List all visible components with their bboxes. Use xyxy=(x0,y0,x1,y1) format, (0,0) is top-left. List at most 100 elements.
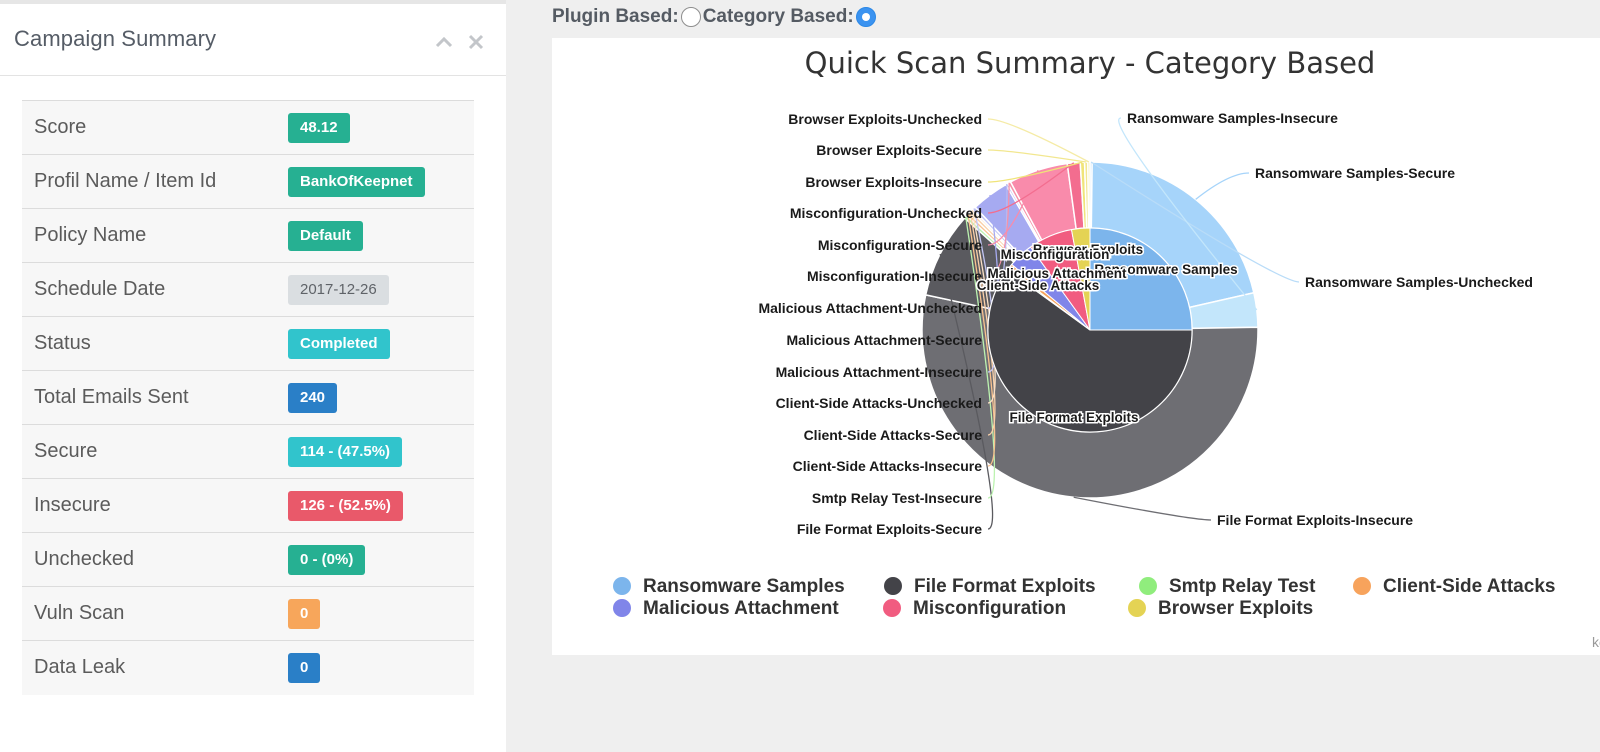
chart-title: Quick Scan Summary - Category Based xyxy=(805,46,1376,80)
outer-slice-label: Malicious Attachment-Secure xyxy=(786,332,982,348)
panel-header: Campaign Summary xyxy=(0,4,506,76)
summary-row: Profil Name / Item Id BankOfKeepnet xyxy=(22,154,474,209)
summary-value-badge: 0 - (0%) xyxy=(288,544,366,575)
inner-slice-label: File Format Exploits xyxy=(1009,410,1138,425)
outer-slice-label: Malicious Attachment-Insecure xyxy=(776,364,983,380)
summary-value-badge: Default xyxy=(288,220,363,251)
summary-row: Schedule Date 2017-12-26 xyxy=(22,262,474,317)
panel-title: Campaign Summary xyxy=(14,26,217,51)
summary-row-label: Total Emails Sent xyxy=(34,386,189,408)
outer-slice-label: Client-Side Attacks-Secure xyxy=(804,427,983,443)
label-connector xyxy=(987,182,1010,277)
inner-slice-label: Ransomware Samples xyxy=(1094,262,1237,277)
summary-value-badge: 0 xyxy=(288,598,321,629)
legend-dot xyxy=(883,599,901,617)
outer-slice-label: Browser Exploits-Insecure xyxy=(805,174,982,190)
summary-row-label: Schedule Date xyxy=(34,278,166,300)
label-connector xyxy=(987,162,1075,214)
outer-slice-browser-exploits-unchecked[interactable] xyxy=(1087,161,1091,229)
legend-label: Ransomware Samples xyxy=(643,576,845,597)
summary-row: Total Emails Sent 240 xyxy=(22,370,474,425)
summary-row: Status Completed xyxy=(22,316,474,371)
outer-slice-label: Ransomware Samples-Unchecked xyxy=(1305,274,1533,290)
label-connector xyxy=(1073,496,1212,521)
inner-slice-ransomware-samples[interactable] xyxy=(1089,227,1193,331)
summary-table: Score 48.12 Profil Name / Item Id BankOfKee… xyxy=(22,100,474,695)
campaign-summary-panel: Campaign Summary Score 48.12 Profil Name /… xyxy=(0,0,506,752)
outer-slice-label: Browser Exploits-Secure xyxy=(816,142,982,158)
summary-row: Data Leak 0 xyxy=(22,640,474,695)
legend-label: Malicious Attachment xyxy=(643,598,839,619)
inner-slice-label: Client-Side Attacks xyxy=(977,278,1100,293)
summary-row: Vuln Scan 0 xyxy=(22,586,474,641)
summary-value-badge: 114 - (47.5%) xyxy=(288,436,403,467)
legend-item-client-side-attacks[interactable]: Client-Side Attacks xyxy=(1353,576,1555,597)
legend-item-ransomware-samples[interactable]: Ransomware Samples xyxy=(613,576,845,597)
summary-row: Secure 114 - (47.5%) xyxy=(22,424,474,479)
legend-label: Misconfiguration xyxy=(913,598,1066,619)
category-based-label: Category Based: xyxy=(702,6,854,27)
legend-dot xyxy=(884,577,902,595)
inner-slice-file-format-exploits[interactable] xyxy=(987,269,1193,433)
summary-row-label: Insecure xyxy=(34,494,111,516)
legend-dot xyxy=(613,599,631,617)
outer-slice-label: Client-Side Attacks-Insecure xyxy=(793,458,983,474)
label-connector xyxy=(987,169,1039,246)
legend-item-browser-exploits[interactable]: Browser Exploits xyxy=(1128,598,1313,619)
summary-row-label: Profil Name / Item Id xyxy=(34,170,217,192)
category-based-radio[interactable] xyxy=(855,7,876,27)
outer-slice-label: Malicious Attachment-Unchecked xyxy=(758,300,982,316)
label-connector xyxy=(965,216,996,499)
legend-label: Smtp Relay Test xyxy=(1169,576,1316,597)
summary-row: Unchecked 0 - (0%) xyxy=(22,532,474,587)
outer-slice-label: Client-Side Attacks-Unchecked xyxy=(776,395,982,411)
summary-row-label: Secure xyxy=(34,440,98,462)
outer-slice-label: Browser Exploits-Unchecked xyxy=(788,111,982,127)
legend-label: Client-Side Attacks xyxy=(1383,576,1555,597)
legend-dot xyxy=(613,577,631,595)
summary-value-badge: 240 xyxy=(288,382,338,413)
summary-row-label: Data Leak xyxy=(34,656,126,679)
legend-dot xyxy=(1128,599,1146,617)
summary-value-badge: 0 xyxy=(288,652,321,683)
label-connector xyxy=(1118,117,1258,311)
outer-slice-label: Smtp Relay Test-Insecure xyxy=(812,490,982,506)
label-connector xyxy=(1090,161,1300,283)
inner-slice-label: Misconfiguration xyxy=(1001,247,1110,262)
legend-item-smtp-relay-test[interactable]: Smtp Relay Test xyxy=(1139,576,1316,597)
inner-slice-label: Malicious Attachment xyxy=(987,266,1127,281)
chart-type-toggle: Plugin Based: Category Based: xyxy=(552,4,878,30)
close-icon[interactable] xyxy=(466,32,486,52)
outer-slice-label: File Format Exploits-Insecure xyxy=(1217,512,1413,528)
label-connector xyxy=(987,118,1090,163)
outer-slice-label: File Format Exploits-Secure xyxy=(797,521,982,537)
inner-slice-label: Browser Exploits xyxy=(1033,242,1143,257)
summary-row-label: Score xyxy=(34,116,87,138)
label-connector xyxy=(967,214,996,467)
legend-item-file-format-exploits[interactable]: File Format Exploits xyxy=(884,576,1096,597)
plugin-based-radio[interactable] xyxy=(680,7,701,27)
chart-card: Quick Scan Summary - Category Based Rans… xyxy=(552,38,1600,655)
outer-slice-label: Misconfiguration-Insecure xyxy=(807,268,982,284)
legend-label: File Format Exploits xyxy=(914,576,1096,597)
summary-row: Score 48.12 xyxy=(22,100,474,155)
pie-chart: Quick Scan Summary - Category Based Rans… xyxy=(613,46,1600,650)
summary-value-badge: 48.12 xyxy=(288,112,350,143)
legend-item-misconfiguration[interactable]: Misconfiguration xyxy=(883,598,1066,619)
summary-value-badge: Completed xyxy=(288,328,390,359)
summary-row-label: Unchecked xyxy=(34,548,135,570)
summary-row-label: Vuln Scan xyxy=(34,602,125,624)
legend-item-malicious-attachment[interactable]: Malicious Attachment xyxy=(613,598,839,619)
summary-row-label: Policy Name xyxy=(34,224,147,246)
summary-value-badge: 126 - (52.5%) xyxy=(288,490,403,521)
summary-row: Policy Name Default xyxy=(22,208,474,263)
summary-row-label: Status xyxy=(34,332,91,354)
inner-slice-browser-exploits[interactable] xyxy=(1070,227,1091,331)
label-connector xyxy=(969,212,996,436)
chart-credit: keepnetlab xyxy=(1592,634,1600,650)
summary-value-badge: BankOfKeepnet xyxy=(288,166,425,197)
chevron-up-icon[interactable] xyxy=(434,32,454,52)
label-connector xyxy=(1195,172,1250,200)
summary-row: Insecure 126 - (52.5%) xyxy=(22,478,474,533)
label-connector xyxy=(987,161,1083,183)
